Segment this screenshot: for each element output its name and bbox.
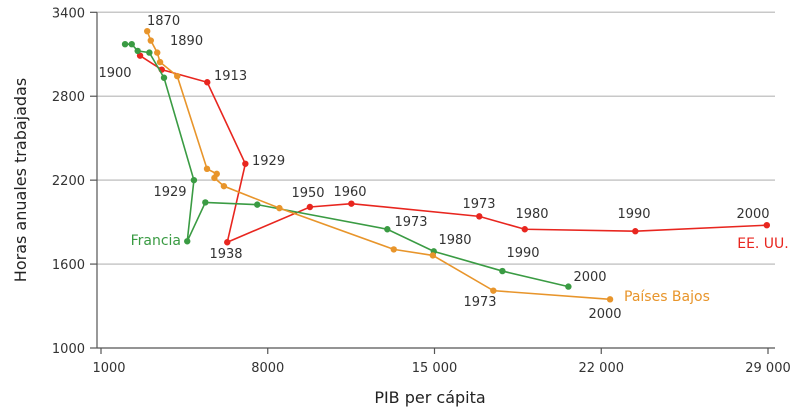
data-point [144, 27, 151, 35]
data-point [156, 58, 164, 66]
y-tick-label: 1000 [52, 342, 85, 357]
data-point [202, 199, 209, 206]
year-label: 1980 [515, 207, 548, 222]
data-point [190, 176, 198, 184]
year-label: 1938 [209, 247, 242, 262]
year-label: 1960 [333, 185, 366, 200]
x-axis-label: PIB per cápita [374, 388, 485, 407]
year-label: 2000 [573, 270, 606, 285]
data-point [128, 40, 135, 48]
data-point [184, 238, 191, 245]
data-point [242, 160, 249, 167]
x-tick-label: 22 000 [579, 361, 625, 376]
data-point [763, 221, 771, 229]
data-point [276, 204, 283, 212]
data-point [136, 52, 144, 59]
data-point [632, 228, 639, 235]
year-label: 2000 [588, 307, 621, 322]
series-label: EE. UU. [737, 236, 789, 252]
data-point [254, 201, 261, 208]
year-label: 1973 [462, 197, 495, 212]
year-label: 1929 [252, 154, 285, 169]
data-point [390, 246, 397, 253]
year-label: 1950 [291, 186, 324, 201]
series-label: Francia [131, 233, 181, 249]
data-point [203, 165, 211, 173]
data-point [220, 182, 228, 190]
year-label: 1990 [506, 246, 539, 261]
data-point [490, 287, 497, 294]
y-axis-label: Horas anuales trabajadas [11, 78, 30, 282]
y-tick-label: 2800 [52, 90, 85, 105]
data-point [211, 174, 218, 182]
axes: 3400 2800 2200 1600 1000 1000 8000 15 000 22 000… [52, 6, 791, 376]
data-point [154, 49, 161, 56]
data-point [134, 47, 141, 55]
y-tick-label: 2200 [52, 174, 85, 189]
data-point [606, 296, 614, 303]
x-tick-label: 1000 [92, 361, 125, 376]
x-tick-label: 8000 [251, 361, 284, 376]
year-label: 1913 [214, 69, 247, 84]
data-point [121, 40, 129, 48]
data-point [160, 74, 168, 81]
year-label: 1870 [147, 14, 180, 29]
data-point [174, 72, 181, 80]
series-label: Países Bajos [624, 289, 710, 305]
x-tick-label: 29 000 [745, 361, 791, 376]
annotations: 1870 1890 1900 1913 1929 1929 1938 1950 1960 1973… [98, 14, 769, 322]
data-point [306, 203, 314, 211]
y-tick-label: 3400 [52, 6, 85, 21]
series-0: EE. UU. [136, 52, 789, 252]
year-label: 1980 [438, 233, 471, 248]
data-point [565, 283, 572, 290]
series-2: Países Bajos [144, 27, 710, 305]
gridlines [97, 11, 775, 265]
year-label: 1973 [463, 295, 496, 310]
year-label: 1973 [394, 215, 427, 230]
x-tick-label: 15 000 [412, 361, 458, 376]
data-point [429, 252, 437, 259]
data-point [384, 226, 391, 233]
data-point [204, 79, 211, 86]
year-label: 1929 [153, 185, 186, 200]
data-point [147, 37, 154, 44]
data-point [499, 267, 506, 275]
series-line [125, 43, 569, 288]
y-tick-label: 1600 [52, 258, 85, 273]
data-point [146, 49, 153, 56]
data-point [224, 239, 231, 246]
year-label: 1890 [170, 34, 203, 49]
series-group: EE. UU. Francia Países Bajos [121, 27, 789, 305]
year-label: 1990 [617, 207, 650, 222]
series-1: Francia [121, 40, 572, 290]
year-label: 2000 [736, 207, 769, 222]
data-point [476, 213, 483, 220]
data-point [348, 200, 355, 207]
data-point [521, 226, 528, 233]
year-label: 1900 [98, 66, 131, 81]
